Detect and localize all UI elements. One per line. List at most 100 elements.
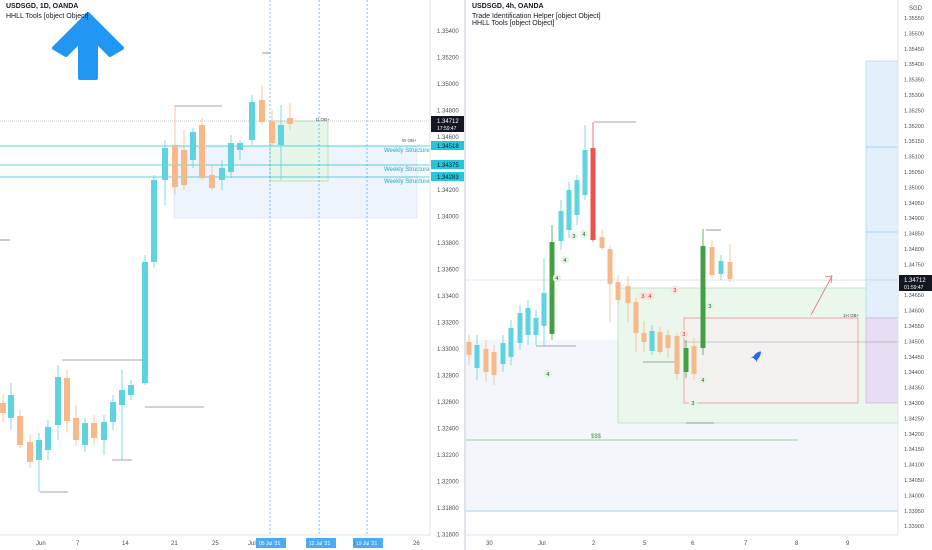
daily-candle [110,402,116,422]
level-badge-2: 1.34375 [437,163,459,169]
time-tick-label-4h: 5 [643,541,647,547]
time-tick-label: 25 [212,541,219,547]
signal-marker: 4 [563,258,566,264]
daily-candle [17,416,23,445]
daily-candle [228,143,234,172]
signal-marker-bg [560,255,570,265]
level-badge-3: 1.34283 [437,175,459,181]
time-tick-label-4h: 30 [486,541,493,547]
hourly-candle [615,282,621,300]
daily-candle [287,118,293,124]
trade-helper-legend[interactable]: Trade Identification Helper [object Obje… [472,13,601,20]
daily-chart-canvas[interactable]: D OB+ W OB+ Weekly Structure Weekly Stru… [0,0,465,550]
current-price-label: 1.34712 [437,119,459,125]
daily-candle [91,423,97,438]
time-tick-label-4h: 9 [846,541,850,547]
price-tick-label-4h: 1.34050 [904,478,924,484]
hourly-candle [665,335,671,348]
hourly-ob-label: 1H OB+ [843,313,860,318]
hourly-candle [709,247,715,275]
time-tick-label: Jul [248,541,256,547]
price-tick-label: 1.34000 [437,215,459,221]
pane-divider[interactable] [464,0,466,550]
countdown-label-4h: 01:59:47 [904,285,924,291]
hourly-candle [525,308,531,335]
price-tick-label-4h: 1.34100 [904,463,924,469]
price-tick-label-4h: 1.33900 [904,524,924,530]
signal-marker: 4 [555,276,558,282]
time-tick-label-4h: 7 [744,541,748,547]
price-tick-label: 1.33400 [437,294,459,300]
hourly-candle [466,342,472,355]
weekly-ob-label: W OB+ [402,138,417,143]
daily-chart-title: USDSGD, 1D, OANDA [6,3,79,10]
price-tick-label-4h: 1.35400 [904,62,924,68]
price-tick-label-4h: 1.34300 [904,401,924,407]
hourly-candle [633,302,639,333]
daily-candle [8,395,14,418]
signal-marker-bg [688,398,698,408]
signal-marker-bg [705,301,715,311]
rocket-icon [750,351,761,363]
time-tick-label: 14 [122,541,129,547]
currency-unit: SGD [909,6,923,12]
daily-candle [190,132,196,160]
price-tick-label-4h: 1.34400 [904,370,924,376]
daily-candle [181,150,187,185]
target-zone [865,60,899,319]
price-tick-label: 1.32200 [437,453,459,459]
price-tick-label: 1.35200 [437,56,459,62]
signal-marker-bg [543,369,553,379]
daily-candle [36,440,42,460]
price-tick-label-4h: 1.34650 [904,293,924,299]
price-tick-label: 1.34600 [437,135,459,141]
price-tick-label-4h: 1.34950 [904,201,924,207]
daily-chart-pane[interactable]: D OB+ W OB+ Weekly Structure Weekly Stru… [0,0,465,550]
up-arrow-icon [52,12,124,80]
price-tick-label-4h: 1.34750 [904,262,924,268]
hourly-candle [727,262,733,279]
hourly-candle [691,346,697,374]
price-tick-label: 1.35400 [437,29,459,35]
price-tick-label-4h: 1.35000 [904,185,924,191]
price-tick-label-4h: 1.35500 [904,31,924,37]
time-tick-label: 21 [171,541,178,547]
signal-marker-bg [645,291,655,301]
price-tick-label: 1.32800 [437,374,459,380]
signal-marker: 3 [708,304,711,310]
hourly-candle [566,190,572,230]
price-tick-label: 1.32600 [437,400,459,406]
four-hour-hhll-legend[interactable]: HHLL Tools [object Object] [472,20,555,27]
price-tick-label: 1.35000 [437,82,459,88]
time-tick-label: 26 [413,541,420,547]
price-tick-label: 1.34200 [437,188,459,194]
price-tick-label-4h: 1.35350 [904,78,924,84]
daily-candle [199,125,205,178]
level-badge-1: 1.34518 [437,144,459,150]
price-tick-label-4h: 1.34450 [904,355,924,361]
daily-indicator-legend[interactable]: HHLL Tools [object Object] [6,13,89,20]
countdown-label: 17:59:47 [437,126,457,132]
daily-candle [259,100,265,122]
hourly-candle [558,211,564,241]
daily-candle [219,168,225,180]
stop-zone [865,317,899,404]
hourly-candle [599,237,605,248]
daily-candle [55,377,61,425]
price-tick-label-4h: 1.34200 [904,432,924,438]
daily-candle [82,423,88,445]
price-tick-label-4h: 1.34600 [904,309,924,315]
price-tick-label: 1.33200 [437,321,459,327]
signal-marker-bg [579,229,589,239]
price-tick-label-4h: 1.35200 [904,124,924,130]
hourly-candle [625,286,631,303]
daily-candle [128,385,134,395]
daily-candle [209,175,215,188]
price-tick-label: 1.33600 [437,268,459,274]
daily-candle [101,422,107,440]
signal-marker: 3 [572,234,575,240]
signal-marker-bg [698,375,708,385]
price-tick-label-4h: 1.34550 [904,324,924,330]
